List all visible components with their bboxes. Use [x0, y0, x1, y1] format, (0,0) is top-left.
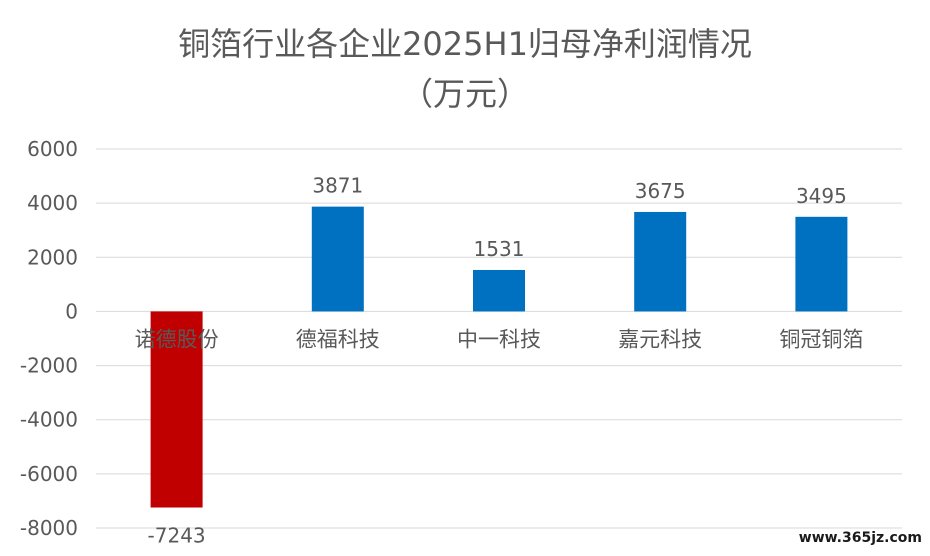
data-label: 3871 — [312, 174, 363, 198]
data-label: 3495 — [796, 184, 847, 208]
data-label: -7243 — [148, 524, 206, 548]
category-label: 诺德股份 — [135, 327, 219, 351]
bar — [311, 206, 364, 312]
data-label: 3675 — [635, 179, 686, 203]
y-tick-label: 4000 — [27, 191, 78, 215]
y-tick-label: -4000 — [20, 408, 78, 432]
y-tick-label: -6000 — [20, 462, 78, 486]
y-tick-label: -2000 — [20, 354, 78, 378]
bar — [150, 311, 203, 508]
category-label: 德福科技 — [296, 327, 380, 351]
chart-title: 铜箔行业各企业2025H1归母净利润情况 — [178, 25, 752, 63]
chart-subtitle: （万元） — [400, 75, 529, 113]
y-tick-label: -8000 — [20, 516, 78, 540]
bar — [634, 211, 687, 312]
bar — [795, 216, 848, 312]
data-label: 1531 — [474, 237, 525, 261]
bar — [473, 269, 525, 312]
category-label: 嘉元科技 — [618, 327, 702, 351]
y-tick-label: 6000 — [27, 137, 78, 161]
y-tick-label: 2000 — [27, 245, 78, 269]
y-tick-label: 0 — [65, 299, 78, 323]
category-label: 铜冠铜箔 — [779, 327, 863, 351]
watermark: www.365jz.com — [798, 530, 922, 546]
category-label: 中一科技 — [457, 327, 541, 351]
